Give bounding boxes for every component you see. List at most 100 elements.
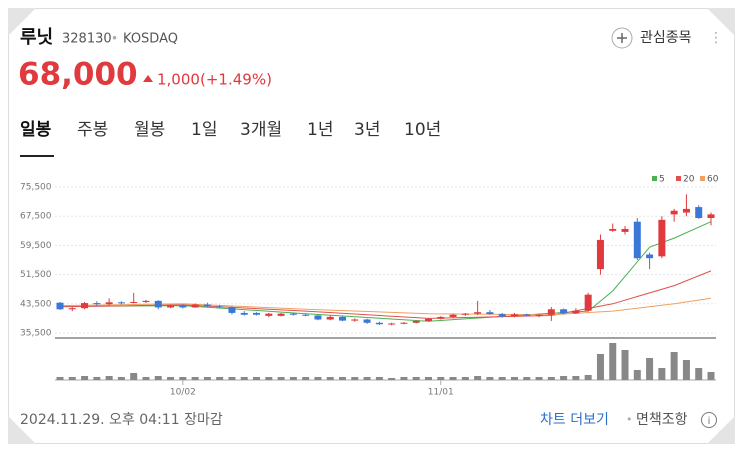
candle-body [461,313,469,315]
legend-label: 60 [707,175,719,185]
candle-body [412,320,420,323]
x-tick-label: 11/01 [428,388,454,398]
candle-body [130,301,138,303]
volume-bar [682,360,690,380]
candle-body [351,319,359,321]
volume-bar [339,377,347,380]
volume-bar [400,377,408,380]
candle-body [339,316,347,321]
candle-body [510,314,518,317]
candle-body [265,313,273,316]
candle-body [289,313,297,315]
candle-body [400,322,408,324]
volume-bar [68,377,76,380]
y-tick-label: 35,500 [20,329,52,339]
volume-bar [670,352,678,380]
y-tick-label: 67,500 [20,212,52,222]
volume-bar [179,377,187,380]
candle-body [572,310,580,314]
candle-body [81,303,89,309]
volume-bar [510,377,518,380]
candle-body [203,304,211,307]
stock-code: 328130 [62,32,112,47]
candle-body [302,314,310,316]
tabs: 일봉 주봉 월봉 1일 3개월 1년 3년 10년 [20,120,441,140]
candle-body [142,300,150,302]
tab[interactable]: 주봉 [77,120,108,140]
tab[interactable]: 10년 [404,120,441,140]
volume-bar [228,377,236,380]
market: KOSDAQ [123,32,178,47]
y-tick-label: 59,500 [20,241,52,251]
volume-bar [265,377,273,380]
candle-body [695,207,703,219]
volume-bar [167,377,175,380]
volume-bar [584,375,592,380]
volume-bar [56,377,64,380]
candle-body [633,221,641,259]
volume-bar [560,376,568,380]
volume-bar [498,377,506,380]
change: 1,000 [157,71,200,89]
tab[interactable]: 3개월 [240,120,282,140]
y-tick-label: 51,500 [20,270,52,280]
more-link[interactable]: 차트 더보기 [540,412,609,428]
change-pct: (+1.49%) [200,71,272,89]
legend-label: 5 [659,175,665,185]
ma-line [59,270,712,319]
legend-swatch [676,176,681,181]
volume-bar [191,377,199,380]
candle-body [584,294,592,311]
plot: 75,500 67,500 59,500 51,500 43,500 35,500 10/0… [20,175,719,398]
candle-body [523,314,531,316]
volume-bar [523,377,531,380]
candle-body [670,210,678,215]
tab[interactable]: 1일 [191,120,217,140]
plus [617,33,627,43]
candle-body [437,316,445,319]
volume-bar [154,376,162,380]
legend-swatch [700,176,705,181]
candle-body [646,254,654,259]
volume-bar [351,377,359,380]
candle-body [56,302,64,310]
timestamp: 2024.11.29. 오후 04:11 장마감 [20,412,223,428]
menu[interactable]: ⋮ [709,30,723,46]
tab[interactable]: 1년 [307,120,333,140]
candle-body [707,214,715,219]
candle-body [363,319,371,323]
volume-bar [253,377,261,380]
candle-body [240,312,248,315]
watch[interactable]: 관심종목 [640,30,692,46]
sep: • [111,32,118,46]
volume-bar [289,377,297,380]
candle-body [682,208,690,213]
volume-bar [486,377,494,380]
price: 68,000 [18,57,138,93]
disclaimer[interactable]: 면책조항 [636,412,688,428]
volume-bar [363,377,371,380]
candle-body [253,312,261,315]
sep: • [626,413,633,426]
volume-bar [412,377,420,380]
tab[interactable]: 일봉 [20,120,52,140]
volume-bar [449,377,457,380]
x-tick-label: 10/02 [170,388,196,398]
info-icon[interactable] [701,412,717,428]
volume-bar [203,377,211,380]
volume-bar [388,378,396,380]
volume-bar [437,377,445,380]
volume-bar [535,377,543,380]
candle-body [609,228,617,231]
volume-bar [375,377,383,380]
candle-body [326,316,334,320]
candle-body [498,314,506,317]
candle-body [547,309,555,315]
candle-body [486,312,494,315]
tab[interactable]: 3년 [354,120,380,140]
volume-bar [302,377,310,380]
volume-bar [424,377,432,380]
tab[interactable]: 월봉 [134,120,165,140]
